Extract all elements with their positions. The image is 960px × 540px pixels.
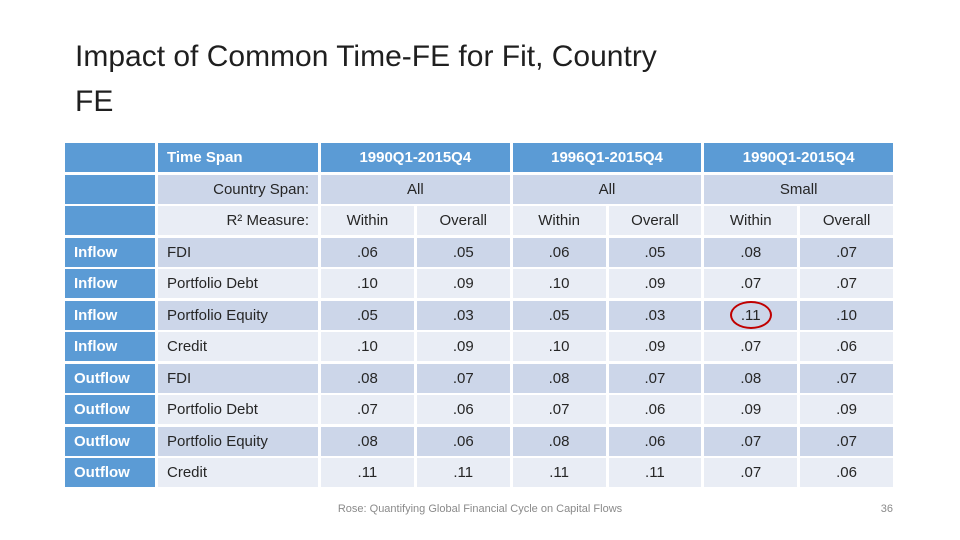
value-cell: .06 xyxy=(608,395,702,424)
value-cell: .07 xyxy=(416,363,510,393)
value-cell: .08 xyxy=(704,237,798,267)
value-cell: .03 xyxy=(416,300,510,330)
spacer-cell xyxy=(65,206,155,235)
direction-cell: Inflow xyxy=(65,332,155,361)
time-span-header: Time Span xyxy=(158,143,318,172)
r2-measure-label: R² Measure: xyxy=(158,206,318,235)
value-cell: .08 xyxy=(704,363,798,393)
value-cell: .06 xyxy=(608,426,702,456)
group-header-3: 1990Q1-2015Q4 xyxy=(704,143,893,172)
value-cell: .07 xyxy=(800,426,893,456)
value-cell: .09 xyxy=(416,332,510,361)
direction-cell: Outflow xyxy=(65,363,155,393)
value-cell: .08 xyxy=(321,363,414,393)
measure-header: Within xyxy=(704,206,798,235)
value-cell: .09 xyxy=(608,269,702,298)
value-cell: .09 xyxy=(704,395,798,424)
value-cell: .07 xyxy=(800,363,893,393)
value-cell: .09 xyxy=(800,395,893,424)
country-span-label: Country Span: xyxy=(158,174,318,204)
value-cell: .10 xyxy=(512,332,606,361)
page-number: 36 xyxy=(880,503,893,515)
country-span-value-3: Small xyxy=(704,174,893,204)
measure-header: Overall xyxy=(416,206,510,235)
value-cell: .07 xyxy=(704,458,798,487)
highlight-circle xyxy=(729,301,772,329)
flow-type-cell: Portfolio Equity xyxy=(158,300,318,330)
country-span-value-1: All xyxy=(321,174,510,204)
value-cell: .10 xyxy=(512,269,606,298)
value-cell: .07 xyxy=(800,269,893,298)
value-cell: .03 xyxy=(608,300,702,330)
value-cell: .06 xyxy=(321,237,414,267)
spacer-cell xyxy=(65,174,155,204)
direction-cell: Inflow xyxy=(65,269,155,298)
flow-type-cell: FDI xyxy=(158,363,318,393)
value-cell: .08 xyxy=(512,426,606,456)
flow-type-cell: Portfolio Debt xyxy=(158,269,318,298)
value-cell: .10 xyxy=(321,332,414,361)
flow-type-cell: Portfolio Debt xyxy=(158,395,318,424)
flow-type-cell: Credit xyxy=(158,332,318,361)
value-cell: .07 xyxy=(321,395,414,424)
value-cell: .11 xyxy=(608,458,702,487)
value-cell: .11 xyxy=(704,300,798,330)
value-cell: .08 xyxy=(512,363,606,393)
value-cell: .09 xyxy=(416,269,510,298)
value-cell: .05 xyxy=(512,300,606,330)
slide-footer-text: Rose: Quantifying Global Financial Cycle… xyxy=(337,503,623,515)
group-header-1: 1990Q1-2015Q4 xyxy=(321,143,510,172)
value-cell: .05 xyxy=(321,300,414,330)
value-cell: .07 xyxy=(512,395,606,424)
value-cell: .10 xyxy=(800,300,893,330)
value-cell: .10 xyxy=(321,269,414,298)
value-cell: .07 xyxy=(800,237,893,267)
flow-type-cell: FDI xyxy=(158,237,318,267)
value-cell: .05 xyxy=(608,237,702,267)
value-cell: .07 xyxy=(704,426,798,456)
value-cell: .11 xyxy=(416,458,510,487)
value-cell: .06 xyxy=(512,237,606,267)
slide-title: Impact of Common Time-FE for Fit, Countr… xyxy=(75,40,657,118)
measure-header: Within xyxy=(512,206,606,235)
value-cell: .09 xyxy=(608,332,702,361)
value-cell: .11 xyxy=(321,458,414,487)
value-cell: .07 xyxy=(704,332,798,361)
value-cell: .06 xyxy=(800,332,893,361)
flow-type-cell: Credit xyxy=(158,458,318,487)
direction-cell: Outflow xyxy=(65,395,155,424)
results-table: Time Span 1990Q1-2015Q4 1996Q1-2015Q4 19… xyxy=(65,143,893,487)
country-span-value-2: All xyxy=(512,174,702,204)
direction-cell: Outflow xyxy=(65,458,155,487)
group-header-2: 1996Q1-2015Q4 xyxy=(512,143,702,172)
direction-cell: Inflow xyxy=(65,237,155,267)
direction-cell: Inflow xyxy=(65,300,155,330)
measure-header: Overall xyxy=(608,206,702,235)
value-cell: .11 xyxy=(512,458,606,487)
value-cell: .07 xyxy=(608,363,702,393)
corner-cell xyxy=(65,143,155,172)
flow-type-cell: Portfolio Equity xyxy=(158,426,318,456)
value-cell: .06 xyxy=(800,458,893,487)
value-cell: .07 xyxy=(704,269,798,298)
measure-header: Within xyxy=(321,206,414,235)
value-cell: .06 xyxy=(416,395,510,424)
value-cell: .05 xyxy=(416,237,510,267)
value-cell: .08 xyxy=(321,426,414,456)
value-cell: .06 xyxy=(416,426,510,456)
measure-header: Overall xyxy=(800,206,893,235)
direction-cell: Outflow xyxy=(65,426,155,456)
